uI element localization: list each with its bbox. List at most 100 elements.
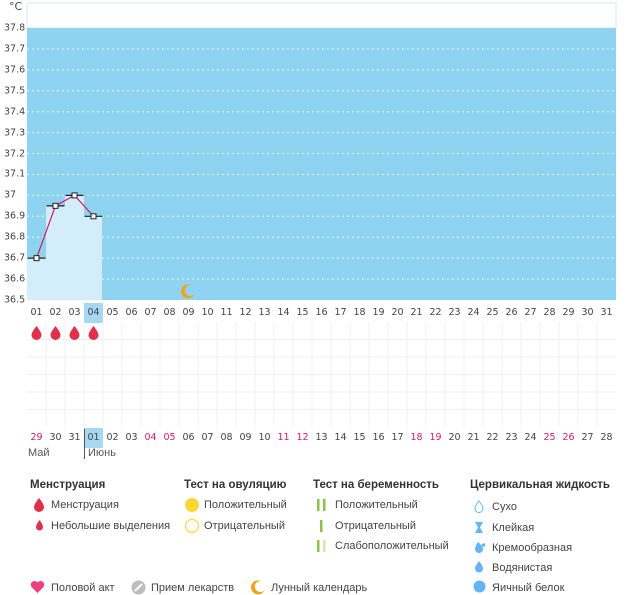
calendar-day[interactable]: 03 — [125, 432, 138, 443]
legend-cervical-sticky: Клейкая — [492, 522, 535, 534]
cycle-day[interactable]: 02 — [49, 307, 62, 318]
cycle-day[interactable]: 06 — [125, 307, 138, 318]
cycle-day[interactable]: 18 — [353, 307, 366, 318]
ovulation-negative-icon — [184, 518, 200, 534]
calendar-day[interactable]: 19 — [429, 432, 442, 443]
moon-icon[interactable] — [180, 283, 196, 299]
y-tick-label: 37.1 — [4, 168, 26, 180]
cycle-day[interactable]: 08 — [163, 307, 176, 318]
y-tick-label: 36.5 — [4, 294, 26, 306]
calendar-day[interactable]: 01 — [84, 428, 103, 448]
calendar-day[interactable]: 05 — [163, 432, 176, 443]
cycle-day[interactable]: 27 — [524, 307, 537, 318]
calendar-day[interactable]: 15 — [353, 432, 366, 443]
cycle-day[interactable]: 25 — [486, 307, 499, 318]
legend-pregnancy-positive: Положительный — [335, 499, 418, 511]
menstruation-drop-icon — [31, 326, 42, 340]
cycle-day[interactable]: 22 — [429, 307, 442, 318]
temperature-bar — [27, 258, 46, 300]
calendar-day[interactable]: 06 — [182, 432, 195, 443]
temperature-bar — [65, 195, 84, 300]
cycle-day[interactable]: 07 — [144, 307, 157, 318]
cycle-day[interactable]: 12 — [239, 307, 252, 318]
cycle-day[interactable]: 03 — [68, 307, 81, 318]
cycle-day[interactable]: 20 — [391, 307, 404, 318]
calendar-day[interactable]: 12 — [296, 432, 309, 443]
calendar-day[interactable]: 22 — [486, 432, 499, 443]
legend-ovulation-title: Тест на овуляцию — [184, 479, 287, 491]
calendar-day[interactable]: 04 — [144, 432, 157, 443]
legend-lunar-calendar: Лунный календарь — [271, 582, 368, 594]
calendar-day[interactable]: 30 — [49, 432, 62, 443]
cycle-day[interactable]: 24 — [467, 307, 480, 318]
calendar-day[interactable]: 02 — [106, 432, 119, 443]
cycle-day[interactable]: 26 — [505, 307, 518, 318]
cycle-day[interactable]: 05 — [106, 307, 119, 318]
cycle-day[interactable]: 01 — [30, 307, 43, 318]
y-tick-label: 36.9 — [4, 210, 26, 222]
cycle-day[interactable]: 21 — [410, 307, 423, 318]
calendar-day[interactable]: 29 — [30, 432, 43, 443]
calendar-day[interactable]: 21 — [467, 432, 480, 443]
calendar-day[interactable]: 09 — [239, 432, 252, 443]
cycle-day[interactable]: 15 — [296, 307, 309, 318]
cervical-dry-icon — [474, 500, 484, 513]
legend-pregnancy-title: Тест на беременность — [313, 479, 439, 491]
cycle-day[interactable]: 31 — [600, 307, 613, 318]
calendar-day[interactable]: 23 — [505, 432, 518, 443]
calendar-day[interactable]: 10 — [258, 432, 271, 443]
temperature-bar — [46, 205, 65, 300]
calendar-day[interactable]: 26 — [562, 432, 575, 443]
cycle-day[interactable]: 29 — [562, 307, 575, 318]
calendar-day[interactable]: 08 — [220, 432, 233, 443]
calendar-day[interactable]: 24 — [524, 432, 537, 443]
cycle-day[interactable]: 10 — [201, 307, 214, 318]
drop-large-icon — [34, 498, 44, 512]
y-tick-label: 37.5 — [4, 85, 26, 97]
cycle-day[interactable]: 09 — [182, 307, 195, 318]
cycle-day[interactable]: 13 — [258, 307, 271, 318]
pregnancy-weak-icon — [317, 540, 326, 552]
legend-cervical-dry: Сухо — [492, 501, 517, 513]
calendar-day[interactable]: 28 — [600, 432, 613, 443]
calendar-day[interactable]: 18 — [410, 432, 423, 443]
y-tick-label: 37.3 — [4, 127, 26, 139]
y-tick-label: 37.8 — [4, 22, 26, 34]
drop-small-icon — [36, 520, 43, 531]
cycle-day[interactable]: 14 — [277, 307, 290, 318]
cervical-eggwhite-icon — [473, 580, 486, 593]
calendar-day[interactable]: 16 — [372, 432, 385, 443]
calendar-day[interactable]: 20 — [448, 432, 461, 443]
chart-plot-area — [27, 28, 616, 300]
calendar-day[interactable]: 14 — [334, 432, 347, 443]
cycle-day[interactable]: 04 — [84, 303, 103, 323]
temperature-line — [35, 194, 94, 259]
cervical-sticky-icon — [475, 522, 483, 533]
cycle-day[interactable]: 17 — [334, 307, 347, 318]
calendar-day[interactable]: 11 — [277, 432, 290, 443]
y-tick-label: 36.7 — [4, 252, 26, 264]
cycle-day[interactable]: 30 — [581, 307, 594, 318]
y-tick-label: 36.8 — [4, 231, 26, 243]
calendar-day-row: 29 30 31 01 02 03 04 05 06 07 08 09 10 11 12 13 14 15 16 17… — [27, 428, 616, 448]
cycle-day[interactable]: 28 — [543, 307, 556, 318]
y-tick-label: 37.2 — [4, 148, 26, 160]
cycle-day[interactable]: 23 — [448, 307, 461, 318]
calendar-day[interactable]: 07 — [201, 432, 214, 443]
cycle-day[interactable]: 11 — [220, 307, 233, 318]
calendar-day[interactable]: 31 — [68, 432, 81, 443]
legend-menstruation-item: Менструация — [51, 499, 119, 511]
cycle-day[interactable]: 16 — [315, 307, 328, 318]
cycle-day[interactable]: 19 — [372, 307, 385, 318]
calendar-day[interactable]: 27 — [581, 432, 594, 443]
calendar-day[interactable]: 25 — [543, 432, 556, 443]
heart-icon — [30, 581, 45, 593]
menstruation-drop-icon — [88, 326, 99, 340]
legend-cervical-creamy: Кремообразная — [492, 542, 573, 554]
pill-icon — [131, 580, 146, 595]
calendar-day[interactable]: 13 — [315, 432, 328, 443]
calendar-day[interactable]: 17 — [391, 432, 404, 443]
temperature-point — [71, 192, 78, 199]
month-label-june: Июнь — [88, 447, 116, 459]
legend-ovulation-negative: Отрицательный — [204, 520, 285, 532]
